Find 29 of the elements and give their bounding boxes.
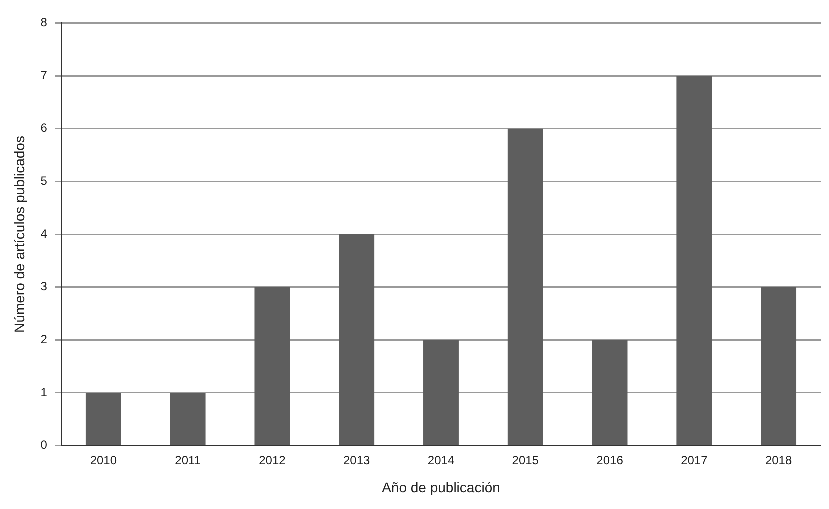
x-tick-label: 2018 [765,453,792,468]
bar [86,392,122,446]
y-tick-label: 3 [40,280,48,294]
y-tick-label: 1 [40,385,48,400]
x-tick-label: 2013 [343,453,371,468]
bar [761,287,797,446]
y-tick-label: 4 [40,226,48,241]
bar [424,340,459,446]
bar [508,128,544,446]
x-tick-label: 2012 [259,453,286,468]
y-tick-label: 6 [40,121,48,136]
x-tick-label: 2015 [512,453,540,468]
y-tick-label: 0 [40,438,48,452]
x-axis-title: Año de publicación [382,479,500,496]
y-axis-title: Número de artículos publicados [11,136,28,333]
y-tick-label: 7 [40,68,48,82]
x-tick-label: 2011 [175,453,202,468]
bar [170,392,206,446]
y-tick-label: 8 [40,16,48,30]
x-tick-label: 2017 [681,453,708,468]
x-tick-label: 2010 [90,453,118,468]
bar [339,234,375,446]
y-tick-label: 2 [40,332,48,346]
bar [592,340,628,446]
y-tick-label: 5 [40,174,48,188]
bar [676,76,712,446]
x-tick-label: 2016 [596,453,624,468]
bar [254,287,290,446]
x-tick-label: 2014 [428,453,455,468]
